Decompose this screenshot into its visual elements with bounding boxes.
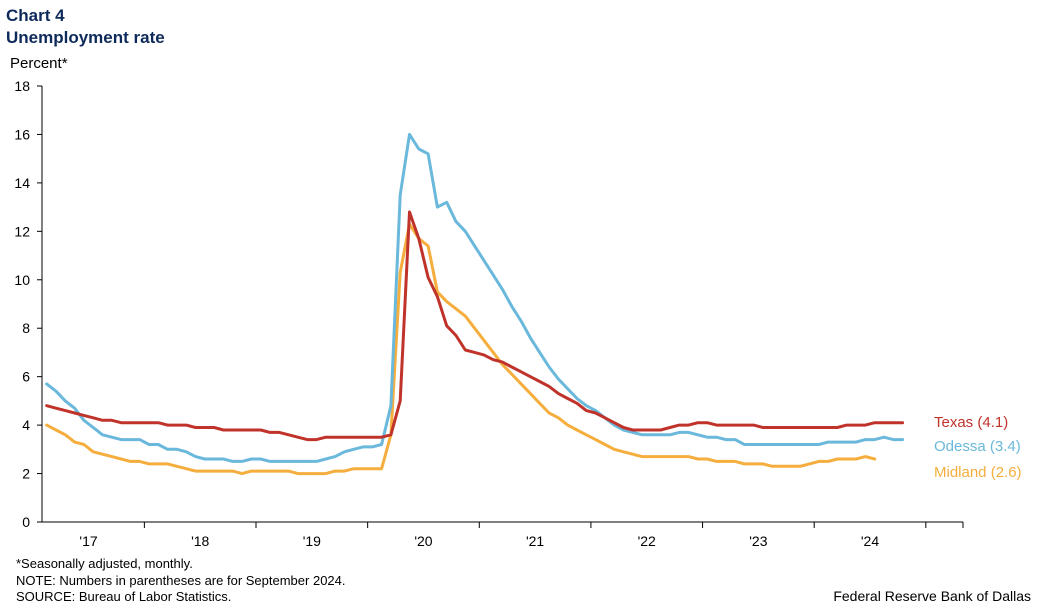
x-tick-label: '17 [79, 533, 97, 549]
x-tick-label: '22 [638, 533, 656, 549]
y-tick-label: 8 [22, 320, 30, 336]
series-label-midland: Midland (2.6) [934, 464, 1022, 481]
y-tick-label: 2 [22, 466, 30, 482]
series-label-texas: Texas (4.1) [934, 414, 1008, 431]
x-tick-label: '19 [303, 533, 321, 549]
footnote-source: SOURCE: Bureau of Labor Statistics. [16, 589, 232, 604]
y-tick-label: 16 [14, 126, 30, 142]
series-line-texas [45, 210, 905, 442]
x-tick-label: '24 [861, 533, 879, 549]
series-label-odessa: Odessa (3.4) [934, 438, 1021, 455]
x-tick-label: '18 [191, 533, 209, 549]
x-tick-label: '21 [526, 533, 544, 549]
y-tick-label: 6 [22, 369, 30, 385]
x-tick-label: '20 [414, 533, 432, 549]
y-axis-unit-label: Percent* [10, 55, 68, 72]
series-line-odessa [45, 132, 905, 463]
footnote-note: NOTE: Numbers in parentheses are for Sep… [16, 573, 346, 588]
y-tick-label: 0 [22, 514, 30, 530]
y-tick-label: 18 [14, 78, 30, 94]
y-tick-label: 12 [14, 223, 30, 239]
y-tick-label: 10 [14, 272, 30, 288]
x-tick-label: '23 [749, 533, 767, 549]
y-tick-label: 4 [22, 417, 30, 433]
series-line-midland [45, 222, 877, 476]
y-tick-label: 14 [14, 175, 30, 191]
chart-number: Chart 4 [6, 6, 65, 25]
credit: Federal Reserve Bank of Dallas [833, 588, 1031, 604]
chart-title: Unemployment rate [6, 28, 165, 47]
footnote-seasonal: *Seasonally adjusted, monthly. [16, 556, 193, 571]
